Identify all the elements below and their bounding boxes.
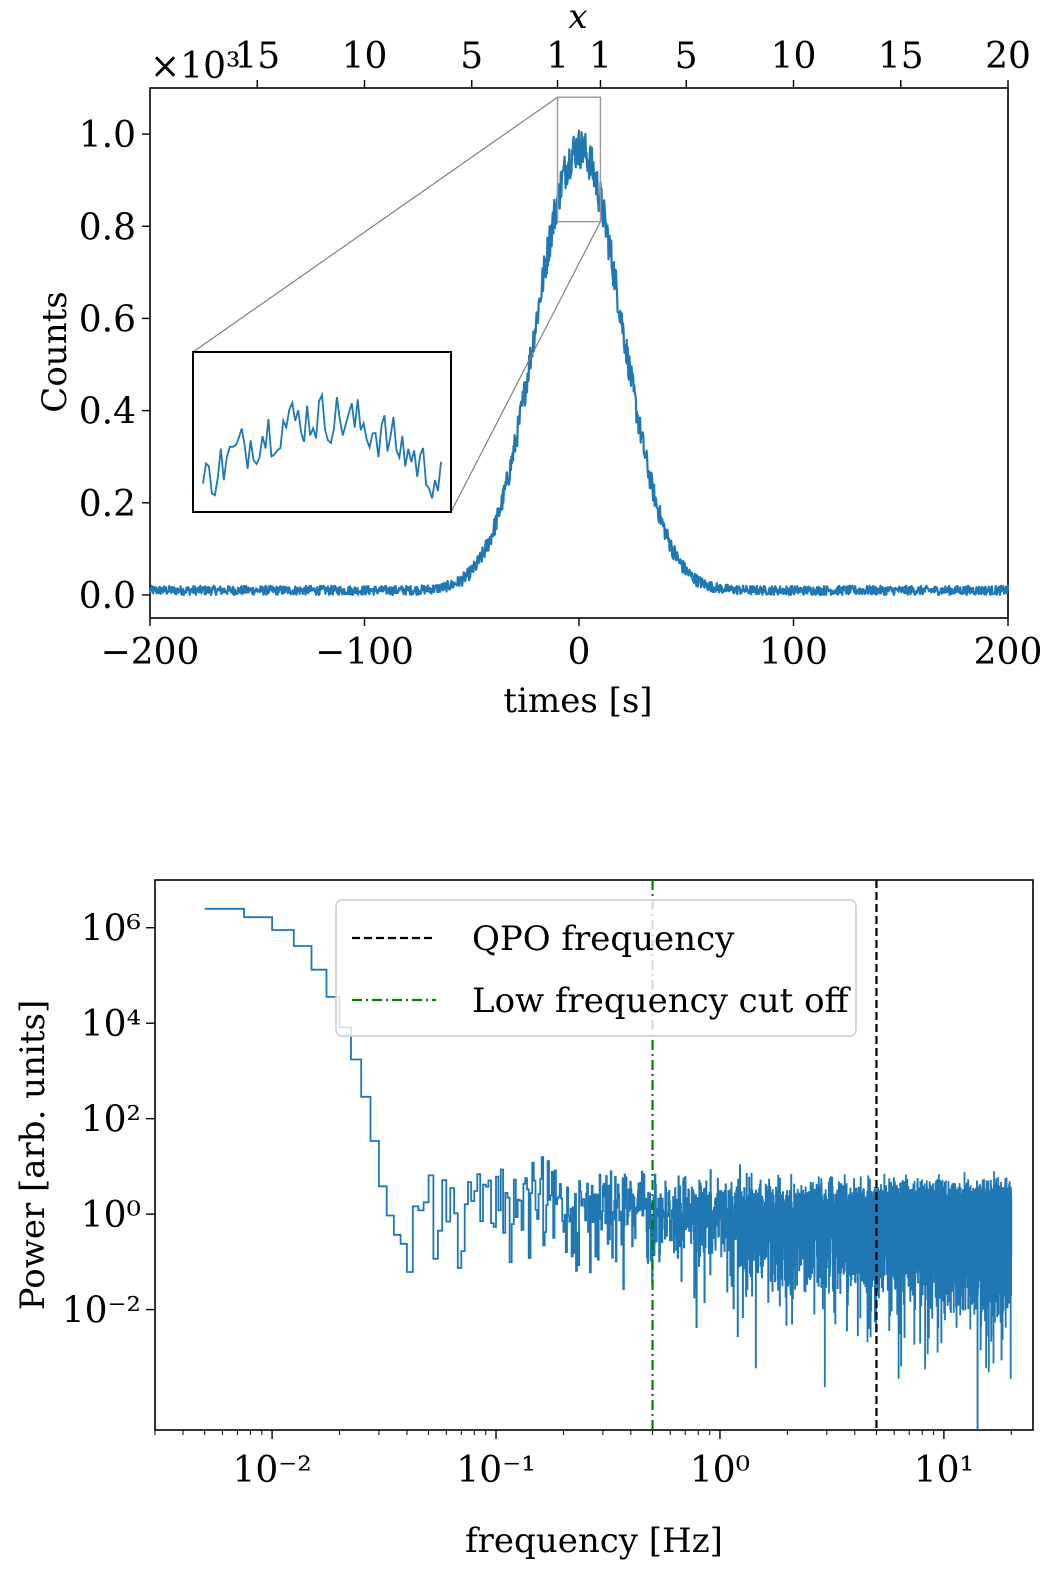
power-spectrum-y-axis-label: Power [arb. units] — [13, 1000, 53, 1310]
power-spectrum-y-tick-label: 10⁰ — [81, 1195, 141, 1236]
power-spectrum-x-tick-label: 10⁻¹ — [456, 1450, 535, 1491]
light-curve-inset-group — [192, 96, 602, 513]
light-curve-y-tick-label: 0.6 — [79, 299, 136, 340]
light-curve-top-tick-label: 10 — [342, 36, 388, 77]
light-curve-x-tick-label: 200 — [974, 632, 1042, 673]
power-spectrum-x-tick-label: 10⁰ — [690, 1450, 750, 1491]
inset-connector-line — [450, 221, 601, 513]
light-curve-x-tick-label: 100 — [759, 632, 828, 673]
power-spectrum-plot-frame — [154, 879, 1034, 1431]
power-spectrum-line — [204, 907, 1013, 1430]
light-curve-series-group — [148, 129, 1010, 596]
light-curve-x-tick-label: −100 — [315, 632, 414, 673]
light-curve-y-multiplier: ×10³ — [150, 46, 240, 87]
light-curve-top-tick-label: 5 — [460, 36, 483, 77]
light-curve-top-tick-label: 15 — [234, 36, 280, 77]
power-spectrum-series-group — [204, 880, 1013, 1430]
inset-line — [202, 391, 442, 499]
light-curve-y-axis-label: Counts — [35, 291, 75, 412]
light-curve-top-tick-label: 1 — [589, 36, 612, 77]
zoom-region-box — [556, 96, 602, 223]
light-curve-x-axis-label: times [s] — [503, 681, 652, 721]
legend-box — [335, 899, 857, 1037]
light-curve-line — [148, 129, 1010, 596]
legend-qpo-label: QPO frequency — [472, 919, 735, 959]
light-curve-top-tick-label: 10 — [771, 36, 817, 77]
light-curve-y-tick-label: 0.8 — [79, 207, 136, 248]
legend-cutoff-label: Low frequency cut off — [472, 981, 852, 1021]
power-spectrum-x-axis-label: frequency [Hz] — [465, 1521, 723, 1561]
light-curve-top-tick-label: 1 — [546, 36, 569, 77]
power-spectrum-x-tick-label: 10¹ — [914, 1450, 974, 1491]
power-spectrum-tick-group: 10⁻² 10⁻¹ 10⁰ 10¹ 10⁻² 10⁰ 10² 10⁴ 10⁶ — [62, 909, 1012, 1491]
power-spectrum-y-tick-label: 10⁴ — [81, 1004, 141, 1045]
light-curve-y-tick-label: 0.0 — [79, 576, 136, 617]
power-spectrum-x-tick-label: 10⁻² — [232, 1450, 311, 1491]
light-curve-top-tick-label: 5 — [675, 36, 698, 77]
power-spectrum-chart: 10⁻² 10⁻¹ 10⁰ 10¹ 10⁻² 10⁰ 10² 10⁴ 10⁶ QPO frequ… — [13, 879, 1034, 1561]
power-spectrum-y-tick-label: 10⁶ — [81, 909, 141, 950]
legend: QPO frequency Low frequency cut off — [335, 899, 857, 1037]
light-curve-top-axis-label: x — [568, 0, 587, 37]
light-curve-x-tick-label: 0 — [568, 632, 591, 673]
light-curve-y-tick-label: 0.2 — [79, 484, 136, 525]
light-curve-top-tick-label: 20 — [985, 36, 1031, 77]
power-spectrum-y-tick-label: 10² — [81, 1100, 141, 1141]
power-spectrum-y-tick-label: 10⁻² — [62, 1291, 141, 1332]
light-curve-x-tick-label: −200 — [101, 632, 200, 673]
light-curve-y-tick-label: 1.0 — [79, 115, 136, 156]
light-curve-top-tick-label: 15 — [878, 36, 924, 77]
inset-connector-line — [192, 96, 558, 353]
inset-frame — [192, 351, 452, 513]
light-curve-y-tick-label: 0.4 — [79, 392, 136, 433]
